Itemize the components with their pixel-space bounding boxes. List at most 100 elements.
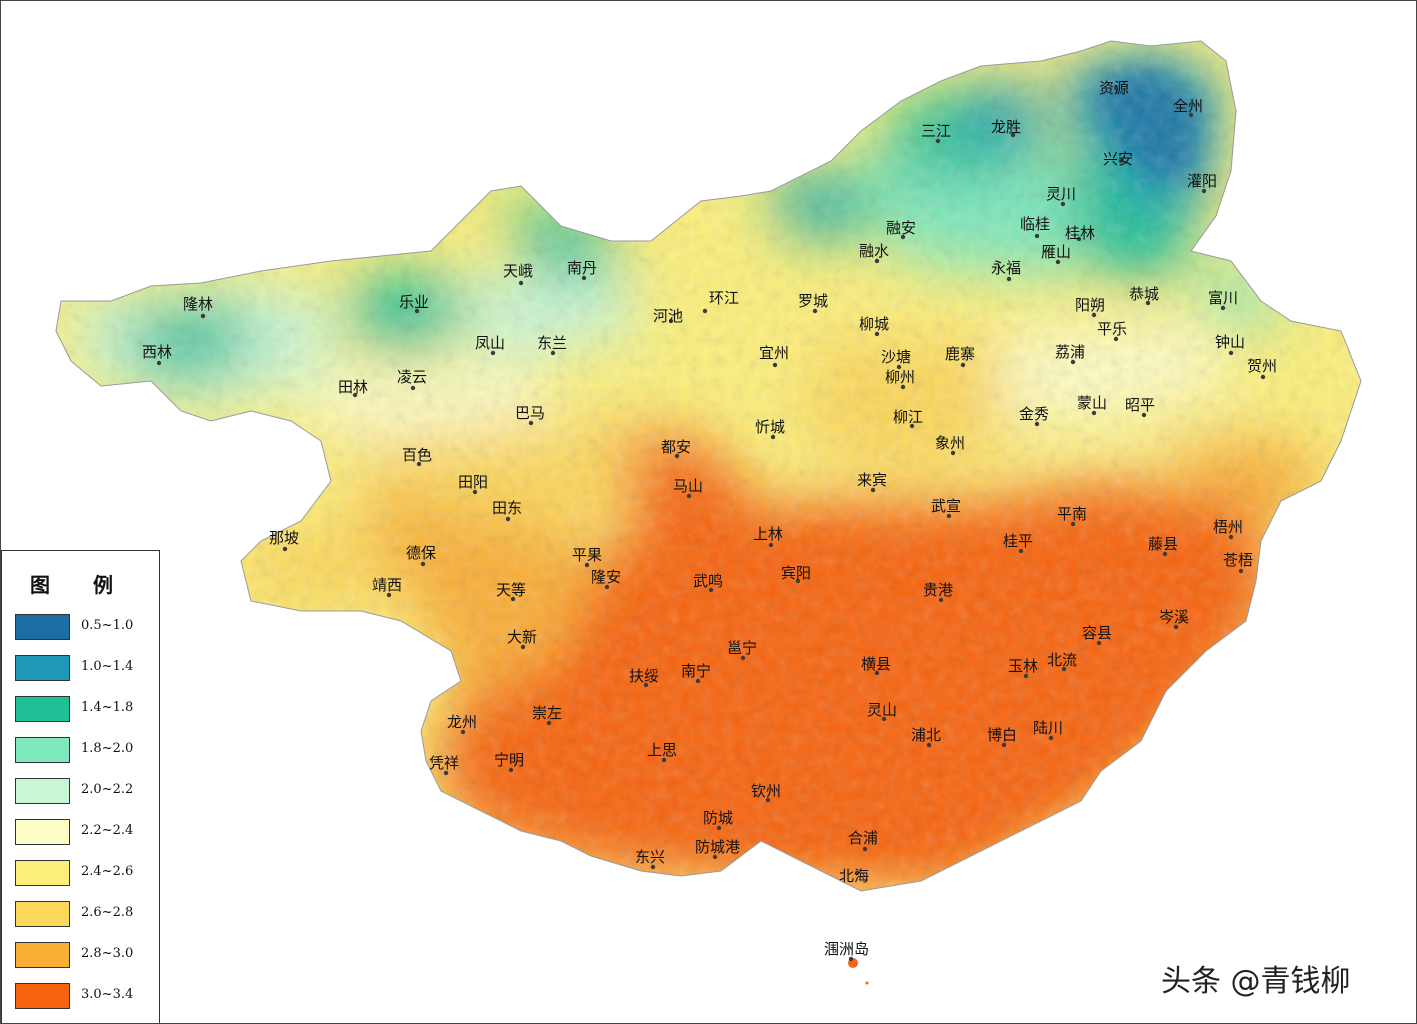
legend-swatch [15, 901, 70, 927]
place-label: 苍梧 [1223, 551, 1253, 569]
place-label: 梧州 [1213, 518, 1243, 536]
legend-swatch [15, 860, 70, 886]
place-dot-icon [510, 596, 516, 602]
place-label: 容县 [1082, 624, 1112, 642]
place-label: 灌阳 [1187, 172, 1217, 190]
legend-item: 2.8~3.0 [15, 942, 155, 968]
place-dot-icon [896, 364, 902, 370]
place-dot-icon [708, 587, 714, 593]
legend-label: 2.4~2.6 [81, 864, 134, 879]
place-label: 鹿寨 [945, 345, 975, 363]
legend-label: 1.4~1.8 [81, 700, 134, 715]
place-label: 靖西 [372, 576, 402, 594]
place-label: 邕宁 [727, 639, 757, 657]
place-dot-icon [490, 350, 496, 356]
place-dot-icon [416, 461, 422, 467]
place-dot-icon [768, 542, 774, 548]
place-dot-icon [386, 592, 392, 598]
place-label: 来宾 [857, 471, 887, 489]
place-dot-icon [740, 655, 746, 661]
place-dot-icon [938, 597, 944, 603]
place-dot-icon [1001, 742, 1007, 748]
place-label: 钦州 [751, 782, 781, 800]
place-label: 平乐 [1097, 320, 1127, 338]
place-label: 崇左 [532, 704, 562, 722]
place-label: 百色 [402, 446, 432, 464]
place-label: 永福 [991, 259, 1021, 277]
place-label: 田东 [492, 499, 522, 517]
place-label: 宁明 [494, 751, 524, 769]
place-label: 河池 [653, 307, 683, 325]
place-dot-icon [508, 767, 514, 773]
place-dot-icon [1023, 673, 1029, 679]
place-dot-icon [1220, 305, 1226, 311]
place-dot-icon [900, 384, 906, 390]
place-label: 凭祥 [429, 754, 459, 772]
place-dot-icon [695, 678, 701, 684]
place-label: 马山 [673, 477, 703, 495]
legend-swatch [15, 983, 70, 1009]
place-dot-icon [1076, 236, 1082, 242]
place-label: 平南 [1057, 505, 1087, 523]
place-dot-icon [1018, 548, 1024, 554]
place-dot-icon [518, 280, 524, 286]
place-dot-icon [1188, 112, 1194, 118]
place-dot-icon [520, 644, 526, 650]
place-label: 金秀 [1019, 405, 1049, 423]
place-dot-icon [946, 513, 952, 519]
place-label: 南宁 [681, 662, 711, 680]
place-label: 博白 [987, 726, 1017, 744]
place-dot-icon [1010, 132, 1016, 138]
legend-item: 1.4~1.8 [15, 696, 155, 722]
place-label: 雁山 [1041, 243, 1071, 261]
place-dot-icon [881, 716, 887, 722]
place-label: 天等 [496, 581, 526, 599]
place-label: 隆安 [591, 568, 621, 586]
place-dot-icon [1145, 300, 1151, 306]
place-dot-icon [282, 546, 288, 552]
place-label: 都安 [661, 438, 691, 456]
place-dot-icon [546, 720, 552, 726]
place-dot-icon [1060, 201, 1066, 207]
place-dot-icon [1141, 412, 1147, 418]
place-dot-icon [1034, 421, 1040, 427]
place-label: 浦北 [911, 726, 941, 744]
place-dot-icon [443, 770, 449, 776]
legend-label: 1.8~2.0 [81, 741, 134, 756]
legend-swatch [15, 819, 70, 845]
place-label: 那坡 [269, 529, 299, 547]
legend-label: 2.0~2.2 [81, 782, 134, 797]
place-dot-icon [772, 362, 778, 368]
place-label: 资源 [1099, 79, 1129, 97]
place-dot-icon [909, 423, 915, 429]
place-label: 龙州 [447, 713, 477, 731]
place-label: 宜州 [759, 344, 789, 362]
place-dot-icon [770, 434, 776, 440]
legend-item: 1.8~2.0 [15, 737, 155, 763]
place-label: 岑溪 [1159, 608, 1189, 626]
legend-item: 2.2~2.4 [15, 819, 155, 845]
place-label: 上思 [647, 741, 677, 759]
place-label: 陆川 [1033, 719, 1063, 737]
place-label: 凌云 [397, 368, 427, 386]
place-label: 藤县 [1148, 535, 1178, 553]
place-dot-icon [472, 489, 478, 495]
place-dot-icon [1091, 312, 1097, 318]
place-dot-icon [950, 450, 956, 456]
place-label: 象州 [935, 434, 965, 452]
place-dot-icon [668, 318, 674, 324]
place-dot-icon [1228, 534, 1234, 540]
place-label: 三江 [921, 122, 951, 140]
place-label: 罗城 [798, 292, 828, 310]
place-dot-icon [1061, 666, 1067, 672]
place-dot-icon [870, 487, 876, 493]
legend-item: 2.0~2.2 [15, 778, 155, 804]
place-dot-icon [1238, 568, 1244, 574]
place-label: 柳州 [885, 368, 915, 386]
place-label: 融水 [859, 242, 889, 260]
place-dot-icon [812, 308, 818, 314]
place-label: 田阳 [458, 473, 488, 491]
place-label: 南丹 [567, 259, 597, 277]
